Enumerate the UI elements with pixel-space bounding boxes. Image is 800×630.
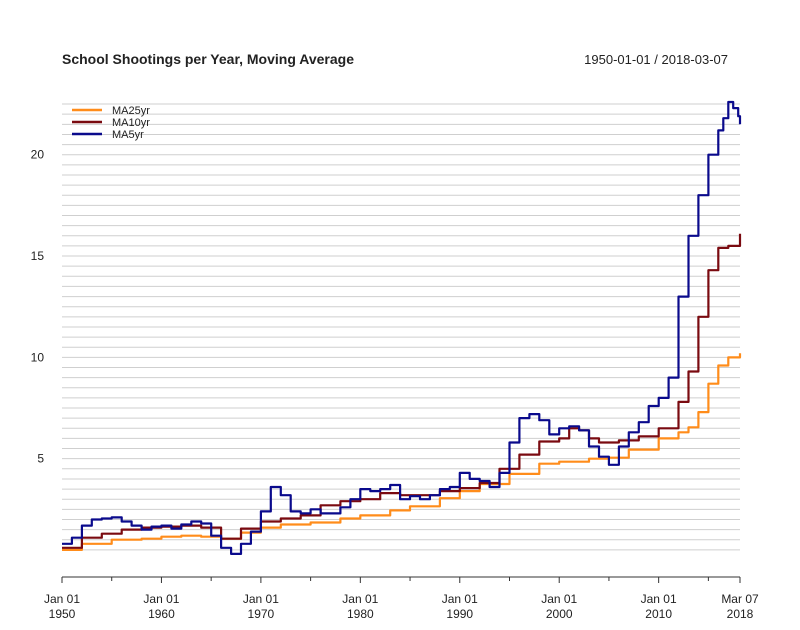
x-tick-label: 1950 [49, 607, 76, 621]
x-tick-label: 2000 [546, 607, 573, 621]
legend-label: MA10yr [112, 117, 150, 129]
x-tick-label: 1980 [347, 607, 374, 621]
x-tick-label: Jan 01 [44, 592, 80, 606]
x-tick-label: Jan 01 [442, 592, 478, 606]
series-lines [62, 100, 742, 555]
x-tick-label: 2010 [645, 607, 672, 621]
x-tick-label: Jan 01 [143, 592, 179, 606]
x-tick-label: 1960 [148, 607, 175, 621]
chart-title: School Shootings per Year, Moving Averag… [62, 51, 354, 67]
x-tick-label: Mar 07 [721, 592, 759, 606]
x-tick-label: 1970 [248, 607, 275, 621]
x-tick-label: 1990 [446, 607, 473, 621]
x-tick-label: 2018 [727, 607, 754, 621]
y-tick-label: 15 [31, 249, 45, 263]
x-tick-label: Jan 01 [641, 592, 677, 606]
series-line-ma10yr [62, 233, 742, 549]
legend-label: MA5yr [112, 129, 144, 141]
gridlines [62, 103, 740, 551]
y-tick-label: 20 [31, 148, 45, 162]
x-tick-label: Jan 01 [243, 592, 279, 606]
x-tick-label: Jan 01 [342, 592, 378, 606]
y-tick-label: 5 [37, 452, 44, 466]
series-line-ma5yr [62, 100, 742, 555]
legend-label: MA25yr [112, 105, 150, 117]
y-tick-label: 10 [31, 350, 45, 364]
x-tick-label: Jan 01 [541, 592, 577, 606]
series-line-ma25yr [62, 353, 742, 551]
date-range-label: 1950-01-01 / 2018-03-07 [584, 52, 728, 67]
